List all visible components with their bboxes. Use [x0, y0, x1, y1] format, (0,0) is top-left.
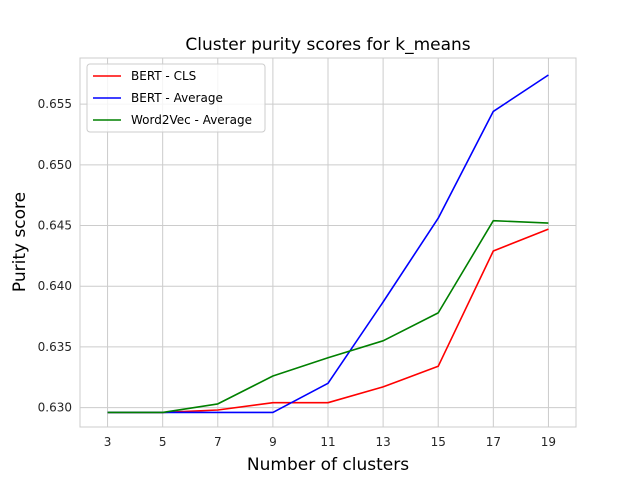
- y-tick-label: 0.655: [38, 97, 72, 111]
- legend-label: BERT - Average: [131, 91, 223, 105]
- x-tick-label: 5: [159, 435, 167, 449]
- series-lines: [107, 74, 549, 414]
- x-tick-label: 11: [320, 435, 335, 449]
- legend-box: [86, 63, 266, 133]
- y-tick-labels: 0.630 0.635 0.640 0.645 0.650 0.655: [38, 97, 72, 414]
- y-tick-label: 0.630: [38, 401, 72, 415]
- x-tick-label: 13: [375, 435, 390, 449]
- legend-label: BERT - CLS: [131, 69, 196, 83]
- x-tick-labels: 3 5 7 9 11 13 15 17 19: [104, 435, 556, 449]
- y-tick-label: 0.635: [38, 340, 72, 354]
- x-tick-label: 7: [214, 435, 222, 449]
- legend-label: Word2Vec - Average: [131, 113, 252, 127]
- x-tick-label: 17: [486, 435, 501, 449]
- y-tick-label: 0.640: [38, 279, 72, 293]
- y-tick-label: 0.645: [38, 219, 72, 233]
- x-tick-label: 15: [431, 435, 446, 449]
- x-axis-title: Number of clusters: [247, 455, 409, 475]
- legend: BERT - CLS BERT - Average Word2Vec - Avera…: [86, 63, 266, 133]
- chart-title: Cluster purity scores for k_means: [185, 35, 470, 55]
- x-tick-label: 9: [269, 435, 277, 449]
- x-tick-label: 3: [104, 435, 112, 449]
- plot-frame: [79, 57, 577, 428]
- x-tick-label: 19: [541, 435, 556, 449]
- series-line-2: [107, 74, 549, 414]
- y-axis-title: Purity score: [10, 192, 30, 292]
- series-line-3: [107, 219, 549, 414]
- y-tick-label: 0.650: [38, 158, 72, 172]
